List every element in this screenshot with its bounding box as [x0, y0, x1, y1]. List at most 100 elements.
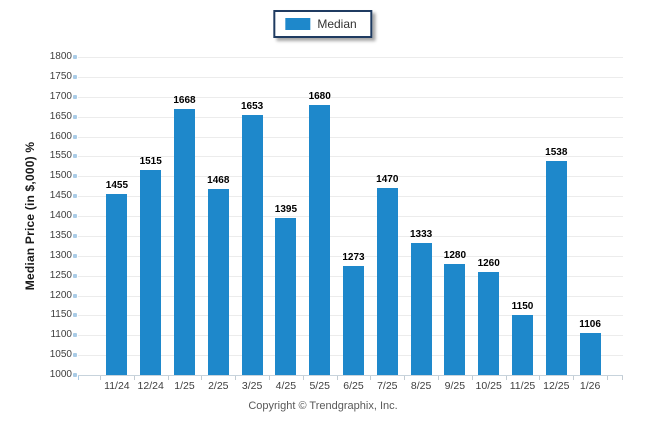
x-tick-mark [133, 376, 135, 380]
y-tick-label: 1700 [49, 90, 72, 102]
x-tick-mark [167, 376, 169, 380]
y-tick-mark [73, 194, 77, 199]
x-tick-mark [471, 376, 473, 380]
plot-area: 1455 11/24 1515 12/24 1668 1/25 1468 2/25 1653 3/… [78, 57, 623, 392]
x-tick-label: 5/25 [309, 380, 330, 392]
x-tick-mark [201, 376, 203, 380]
y-tick-mark [73, 154, 77, 159]
y-tick-label: 1050 [49, 349, 72, 361]
x-tick-mark [370, 376, 372, 380]
y-tick-mark [73, 214, 77, 218]
x-tick-mark [539, 376, 541, 380]
bar-3/25[interactable] [241, 115, 263, 375]
y-tick-mark [73, 174, 77, 179]
x-tick-label: 1/26 [579, 380, 601, 392]
bar-1/25[interactable] [174, 109, 195, 375]
y-tick-label: 1100 [50, 329, 72, 341]
gridline [78, 96, 623, 98]
gridline [78, 76, 623, 78]
y-tick-mark [73, 373, 77, 377]
gridline [78, 156, 623, 158]
gridline [78, 116, 623, 118]
bar-12/25[interactable] [545, 161, 567, 375]
y-tick-label: 1250 [49, 269, 72, 281]
x-tick-mark [622, 376, 623, 380]
y-tick-label: 1600 [49, 130, 72, 142]
y-tick-label: 1550 [49, 150, 72, 162]
y-tick-mark [73, 74, 77, 79]
gridline [78, 136, 623, 138]
y-tick-label: 1200 [49, 289, 72, 301]
x-tick-mark [336, 376, 338, 380]
x-tick-label: 4/25 [275, 380, 297, 392]
y-tick-mark [73, 55, 77, 59]
y-tick-mark [73, 114, 77, 119]
y-tick-label: 1000 [49, 369, 72, 380]
x-tick-mark [404, 376, 406, 380]
x-tick-label: 8/25 [410, 380, 432, 392]
bar-value-label: 1515 [139, 156, 162, 168]
bar-value-label: 1260 [477, 257, 500, 269]
bar-9/25[interactable] [444, 263, 466, 375]
x-tick-mark [235, 376, 237, 380]
y-tick-mark [73, 253, 77, 258]
x-tick-label: 9/25 [444, 380, 466, 392]
y-tick-label: 1450 [49, 190, 72, 202]
x-tick-label: 12/25 [543, 380, 570, 392]
y-tick-mark [73, 134, 77, 139]
bar-12/24[interactable] [140, 170, 162, 375]
x-tick-label: 7/25 [377, 380, 398, 392]
x-tick-mark [78, 376, 79, 380]
x-tick-mark [302, 376, 304, 380]
copyright-text: Copyright © Trendgraphix, Inc. [248, 400, 398, 412]
x-tick-label: 1/25 [174, 380, 195, 392]
y-tick-mark [73, 273, 77, 278]
bar-7/25[interactable] [376, 188, 398, 375]
y-tick-label: 1800 [49, 51, 72, 62]
bar-value-label: 1106 [579, 318, 601, 330]
gridline [78, 176, 623, 178]
bar-10/25[interactable] [478, 271, 500, 375]
gridline [78, 196, 623, 198]
y-axis-title: Median Price (in $,000) % [23, 141, 37, 291]
y-tick-label: 1350 [49, 229, 72, 241]
x-tick-label: 11/25 [509, 380, 536, 392]
y-tick-mark [73, 313, 77, 318]
x-tick-label: 2/25 [208, 380, 229, 392]
bar-2/25[interactable] [207, 188, 229, 375]
bar-value-label: 1273 [342, 252, 365, 264]
y-tick-mark [73, 333, 77, 338]
bar-8/25[interactable] [410, 242, 432, 375]
x-tick-label: 3/25 [241, 380, 263, 392]
gridline [78, 255, 623, 257]
bar-6/25[interactable] [343, 266, 364, 375]
x-tick-label: 10/25 [475, 380, 502, 392]
x-tick-mark [269, 376, 270, 380]
gridline [78, 216, 623, 217]
bar-1/26[interactable] [579, 332, 601, 375]
y-tick-mark [73, 94, 77, 99]
y-tick-label: 1650 [49, 110, 72, 122]
bar-value-label: 1680 [308, 90, 331, 102]
x-tick-mark [607, 376, 608, 380]
x-tick-mark [573, 376, 575, 380]
bar-value-label: 1653 [240, 101, 264, 113]
y-tick-label: 1500 [49, 170, 72, 182]
y-tick-label: 1150 [50, 309, 72, 321]
bar-4/25[interactable] [275, 217, 297, 375]
bar-value-label: 1333 [409, 228, 433, 240]
bar-5/25[interactable] [309, 104, 331, 375]
y-tick-mark [73, 233, 77, 238]
x-tick-mark [438, 376, 439, 380]
legend-swatch-median [285, 18, 311, 30]
gridline [78, 235, 623, 237]
y-tick-mark [73, 293, 77, 298]
bar-value-label: 1668 [173, 95, 196, 107]
x-tick-mark [100, 376, 101, 380]
legend[interactable]: Median [273, 10, 373, 38]
x-tick-mark [505, 376, 507, 380]
bar-11/25[interactable] [512, 315, 533, 375]
bar-11/24[interactable] [106, 194, 128, 375]
bar-value-label: 1470 [376, 174, 399, 186]
bar-value-label: 1538 [545, 147, 568, 159]
